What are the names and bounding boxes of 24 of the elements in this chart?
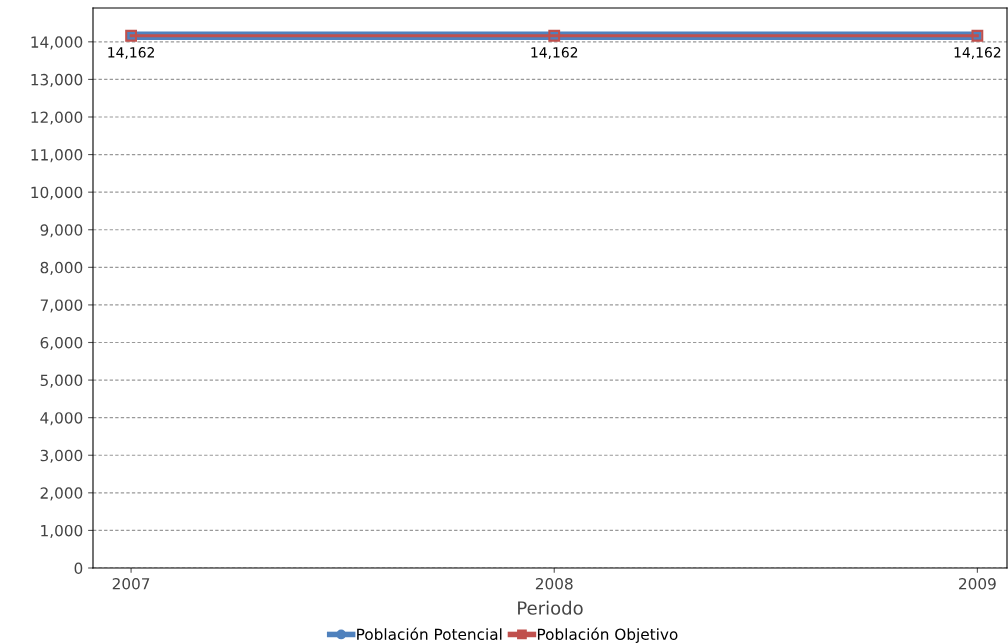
x-tick-label: 2009 xyxy=(959,577,996,590)
data-label: 14,162 xyxy=(531,47,578,60)
y-tick-label: 13,000 xyxy=(31,73,83,87)
y-tick-label: 9,000 xyxy=(40,224,83,238)
y-tick-label: 5,000 xyxy=(40,374,83,388)
data-label: 14,162 xyxy=(954,47,1001,60)
y-tick-label: 14,000 xyxy=(31,36,83,50)
y-tick-label: 0 xyxy=(74,562,83,575)
y-tick-label: 8,000 xyxy=(40,261,83,275)
y-tick-label: 4,000 xyxy=(40,412,83,426)
x-axis-title: Periodo xyxy=(518,600,583,615)
x-tick-label: 2007 xyxy=(112,577,150,590)
y-tick-label: 1,000 xyxy=(41,524,83,538)
legend-label: Población Objetivo xyxy=(537,627,678,643)
legend-label: Población Potencial xyxy=(357,627,502,641)
y-tick-label: 3,000 xyxy=(40,449,83,463)
data-label: 14,162 xyxy=(108,47,154,60)
y-tick-label: 7,000 xyxy=(40,299,83,313)
y-tick-label: 6,000 xyxy=(40,336,83,351)
y-tick-label: 10,000 xyxy=(31,186,83,200)
y-tick-label: 2,000 xyxy=(40,487,83,501)
x-tick-label: 2008 xyxy=(535,577,573,590)
y-tick-label: 12,000 xyxy=(31,111,83,125)
y-tick-label: 11,000 xyxy=(31,149,83,163)
